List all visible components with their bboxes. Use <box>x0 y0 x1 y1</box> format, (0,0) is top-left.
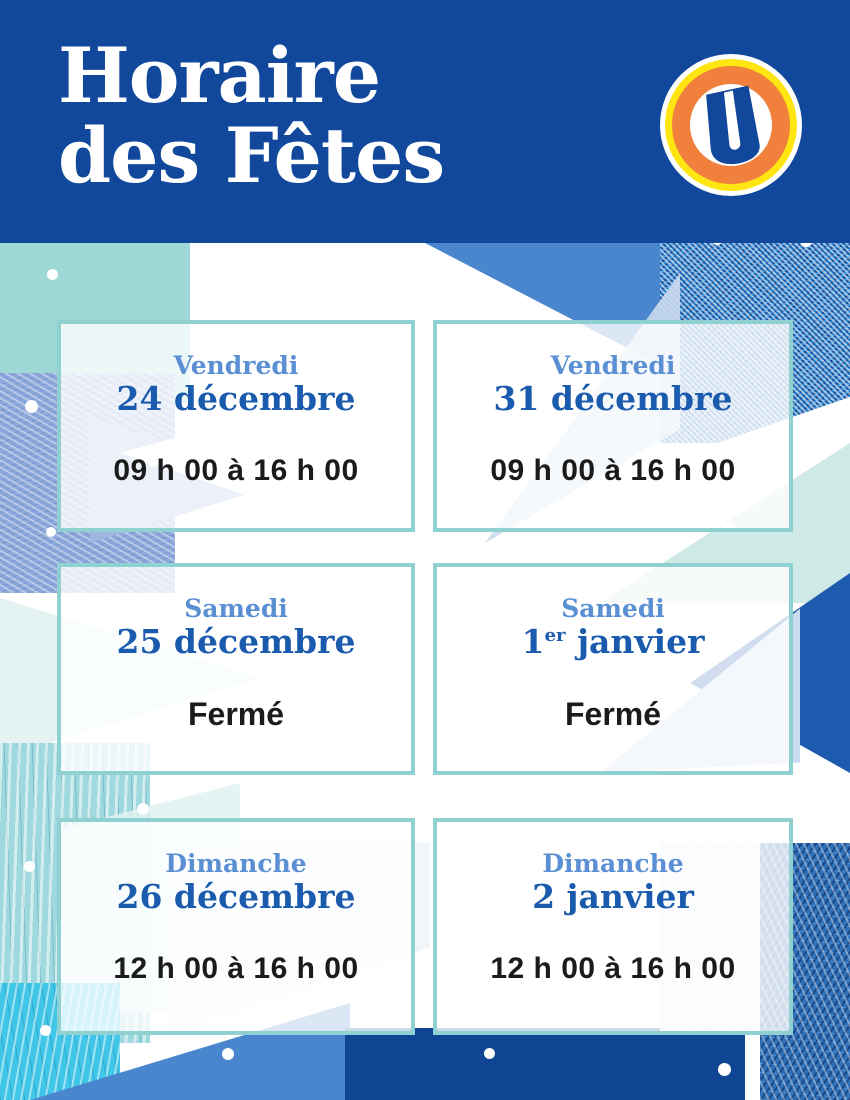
decor-dot <box>46 527 56 537</box>
card-date: 31 décembre <box>493 379 733 418</box>
u-badge-logo <box>658 52 804 198</box>
card-weekday: Samedi <box>184 594 288 623</box>
card-date: 24 décembre <box>116 379 356 418</box>
decor-dot <box>24 861 35 872</box>
card-date-rest: janvier <box>565 622 705 661</box>
page-title: Horaire des Fêtes <box>58 36 618 196</box>
card-hours: 12 h 00 à 16 h 00 <box>490 952 736 985</box>
card-date: 25 décembre <box>116 622 356 661</box>
schedule-card[interactable]: Vendredi 31 décembre 09 h 00 à 16 h 00 <box>433 320 793 532</box>
decor-dot <box>40 1025 51 1036</box>
card-hours: 09 h 00 à 16 h 00 <box>490 454 736 487</box>
card-date-ordinal-suffix: er <box>544 625 566 646</box>
decor-dot <box>484 1048 495 1059</box>
card-weekday: Dimanche <box>542 849 684 878</box>
card-weekday: Vendredi <box>173 351 299 380</box>
title-line-1: Horaire <box>58 31 381 120</box>
card-date-prefix: 1 <box>521 622 545 661</box>
decor-dot <box>137 803 149 815</box>
title-line-2: des Fêtes <box>58 111 445 200</box>
card-date: 26 décembre <box>116 877 356 916</box>
decor-dot <box>25 400 38 413</box>
poster-header: Horaire des Fêtes <box>0 0 850 243</box>
decor-dot <box>718 1063 731 1076</box>
card-date: 2 janvier <box>532 877 694 916</box>
decor-dot <box>711 243 723 245</box>
schedule-card[interactable]: Samedi 25 décembre Fermé <box>57 563 415 775</box>
decor-dot <box>800 243 812 247</box>
bg-deepblue-block-bottom <box>345 1028 745 1100</box>
card-hours: 09 h 00 à 16 h 00 <box>113 454 359 487</box>
card-hours: Fermé <box>187 696 285 732</box>
schedule-card[interactable]: Dimanche 26 décembre 12 h 00 à 16 h 00 <box>57 818 415 1035</box>
schedule-card[interactable]: Samedi 1er janvier Fermé <box>433 563 793 775</box>
card-date-ordinal: 1er janvier <box>522 623 705 661</box>
card-hours: Fermé <box>564 696 662 732</box>
schedule-card[interactable]: Vendredi 24 décembre 09 h 00 à 16 h 00 <box>57 320 415 532</box>
card-weekday: Samedi <box>561 594 665 623</box>
schedule-card[interactable]: Dimanche 2 janvier 12 h 00 à 16 h 00 <box>433 818 793 1035</box>
card-hours: 12 h 00 à 16 h 00 <box>113 952 359 985</box>
card-weekday: Dimanche <box>165 849 307 878</box>
decor-dot <box>47 269 58 280</box>
decor-dot <box>222 1048 234 1060</box>
card-weekday: Vendredi <box>550 351 676 380</box>
